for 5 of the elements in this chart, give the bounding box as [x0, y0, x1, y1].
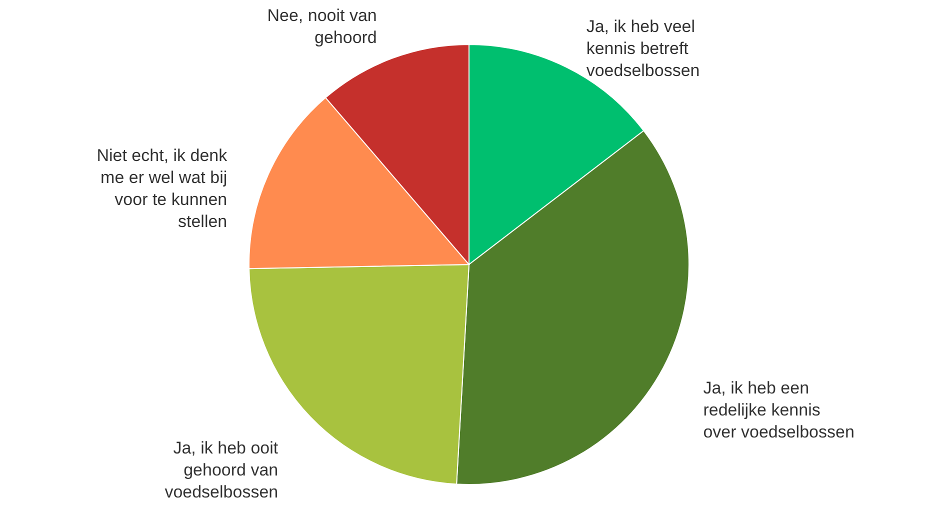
slice-label: Nee, nooit van gehoord — [267, 6, 377, 48]
slice-label: Ja, ik heb een redelijke kennis over voedselbossen — [703, 378, 854, 442]
slice-label: Ja, ik heb veel kennis betreft voedselbossen — [586, 16, 700, 80]
slice-label: Niet echt, ik denk me er wel wat bij voor te kunnen stellen — [96, 146, 228, 232]
slice-label: Ja, ik heb ooit gehoord van voedselbossen — [164, 438, 278, 502]
